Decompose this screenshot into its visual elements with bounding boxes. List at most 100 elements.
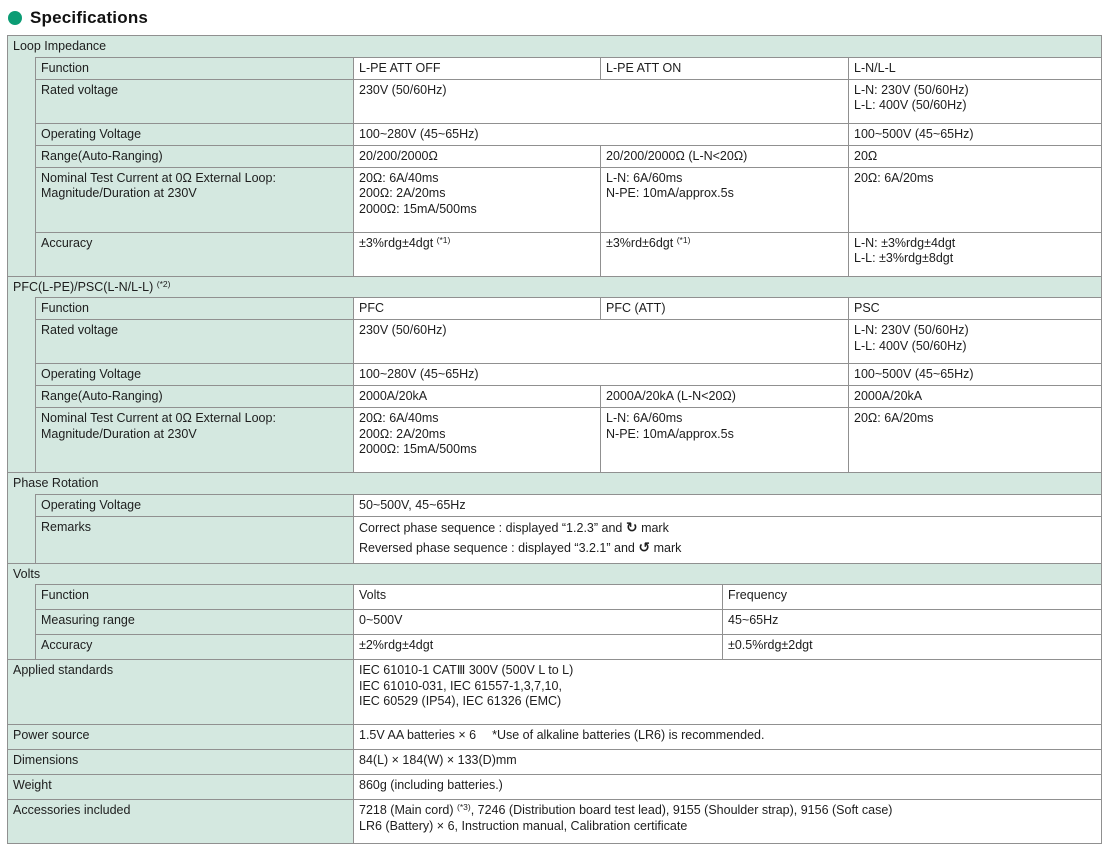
remarks-text: Correct phase sequence : displayed “1.2.…: [359, 520, 623, 535]
pfc-test-current-col3: 20Ω: 6A/20ms: [847, 407, 1103, 473]
page-header: Specifications: [8, 7, 1108, 29]
label-line: Nominal Test Current at 0Ω External Loop…: [41, 170, 276, 185]
specifications-table: Loop Impedance Function L-PE ATT OFF L-P…: [6, 35, 1103, 844]
pfc-operating-col12: 100~280V (45~65Hz): [353, 363, 849, 386]
row-label-accessories: Accessories included: [7, 799, 354, 844]
row-label-applied-standards: Applied standards: [7, 659, 354, 725]
row-label-function: Function: [35, 584, 354, 610]
row-label-rated-voltage: Rated voltage: [35, 319, 354, 364]
value-line: L-L: 400V (50/60Hz): [854, 338, 967, 353]
row-label-power-source: Power source: [7, 724, 354, 750]
value-line: L-N: 230V (50/60Hz): [854, 82, 969, 97]
pfc-rated-col12: 230V (50/60Hz): [353, 319, 849, 364]
remarks-line: Correct phase sequence : displayed “1.2.…: [359, 518, 1096, 537]
spec-sheet: Specifications Loop Impedance Function L…: [6, 7, 1108, 844]
value-line: L-N: 6A/60ms: [606, 411, 683, 425]
value-line: L-L: 400V (50/60Hz): [854, 98, 967, 112]
value-line: 2000Ω: 15mA/500ms: [359, 201, 477, 216]
remarks-text: Reversed phase sequence : displayed “3.2…: [359, 541, 635, 555]
label-line: Magnitude/Duration at 230V: [41, 426, 197, 441]
value-line: 200Ω: 2A/20ms: [359, 426, 446, 441]
row-label-accuracy: Accuracy: [35, 634, 354, 660]
row-label-weight: Weight: [7, 774, 354, 800]
pfc-range-col2: 2000A/20kA (L-N<20Ω): [600, 385, 849, 408]
row-label-operating-voltage: Operating Voltage: [35, 122, 354, 146]
phase-remarks-value: Correct phase sequence : displayed “1.2.…: [352, 515, 1103, 564]
footnote-marker: (*2): [156, 278, 171, 289]
value-line: IEC 61010-1 CATⅢ 300V (500V L to L): [359, 663, 574, 677]
pfc-operating-col3: 100~500V (45~65Hz): [847, 363, 1103, 386]
loop-accuracy-col1: ±3%rdg±4dgt (*1): [353, 231, 601, 277]
pfc-function-col3: PSC: [847, 297, 1103, 320]
row-label-accuracy: Accuracy: [35, 231, 354, 277]
label-line: Nominal Test Current at 0Ω External Loop…: [41, 411, 276, 425]
loop-accuracy-col2: ±3%rd±6dgt (*1): [600, 231, 849, 277]
row-label-function: Function: [35, 297, 354, 320]
pfc-rated-col3: L-N: 230V (50/60Hz) L-L: 400V (50/60Hz): [847, 319, 1103, 364]
value-line: 20Ω: 6A/40ms: [359, 411, 439, 425]
phase-operating-value: 50~500V, 45~65Hz: [352, 493, 1103, 517]
pfc-range-col3: 2000A/20kA: [847, 385, 1103, 408]
loop-accuracy-col3: L-N: ±3%rdg±4dgt L-L: ±3%rdg±8dgt: [847, 231, 1103, 277]
loop-rated-col12: 230V (50/60Hz): [353, 78, 849, 124]
loop-range-col2: 20/200/2000Ω (L-N<20Ω): [600, 144, 849, 168]
value-line: 2000Ω: 15mA/500ms: [359, 442, 477, 456]
section-gutter: [7, 494, 36, 563]
row-label-dimensions: Dimensions: [7, 749, 354, 775]
pfc-function-col2: PFC (ATT): [600, 297, 849, 320]
value-line: L-L: ±3%rdg±8dgt: [854, 251, 954, 265]
row-label-operating-voltage: Operating Voltage: [35, 493, 354, 517]
value-line: N-PE: 10mA/approx.5s: [606, 426, 734, 441]
weight-value: 860g (including batteries.): [352, 774, 1103, 800]
accessories-text: , 7246 (Distribution board test lead), 9…: [470, 803, 893, 817]
row-label-remarks: Remarks: [35, 515, 354, 564]
value-line: L-N: 230V (50/60Hz): [854, 323, 969, 337]
loop-range-col3: 20Ω: [847, 144, 1103, 168]
loop-function-col3: L-N/L-L: [847, 56, 1103, 80]
row-label-rated-voltage: Rated voltage: [35, 78, 354, 124]
loop-operating-col3: 100~500V (45~65Hz): [847, 122, 1103, 146]
remarks-text: mark: [641, 520, 669, 535]
accessories-value: 7218 (Main cord) (*3), 7246 (Distributio…: [352, 799, 1103, 844]
loop-rated-col3: L-N: 230V (50/60Hz) L-L: 400V (50/60Hz): [847, 78, 1103, 124]
footnote-marker: (*1): [436, 234, 451, 245]
volts-accuracy-col1: ±2%rdg±4dgt: [353, 634, 723, 660]
loop-test-current-col1: 20Ω: 6A/40ms 200Ω: 2A/20ms 2000Ω: 15mA/5…: [353, 166, 601, 233]
row-label-test-current: Nominal Test Current at 0Ω External Loop…: [35, 407, 354, 473]
section-bullet-icon: [8, 11, 22, 25]
value-line: IEC 60529 (IP54), IEC 61326 (EMC): [359, 694, 562, 708]
footnote-marker: (*3): [456, 802, 471, 812]
row-label-measuring-range: Measuring range: [35, 609, 354, 635]
remarks-line: Reversed phase sequence : displayed “3.2…: [359, 539, 1096, 557]
volts-function-col1: Volts: [353, 584, 723, 610]
value-line: N-PE: 10mA/approx.5s: [606, 186, 734, 200]
volts-range-col2: 45~65Hz: [721, 609, 1103, 635]
label-line: Magnitude/Duration at 230V: [41, 186, 197, 200]
row-label-range: Range(Auto-Ranging): [35, 385, 354, 408]
loop-function-col2: L-PE ATT ON: [600, 56, 849, 80]
rotation-ccw-icon: ↺: [638, 539, 651, 555]
section-gutter: [7, 297, 36, 473]
power-source-note: *Use of alkaline batteries (LR6) is reco…: [492, 728, 765, 742]
value-line: 200Ω: 2A/20ms: [359, 186, 446, 200]
section-title: PFC(L-PE)/PSC(L-N/L-L): [13, 279, 154, 294]
loop-range-col1: 20/200/2000Ω: [353, 144, 601, 168]
footnote-marker: (*1): [676, 234, 691, 245]
phase-rotation-section-header: Phase Rotation: [6, 472, 1103, 494]
value-line: 7218 (Main cord) (*3), 7246 (Distributio…: [359, 803, 1096, 819]
pfc-test-current-col2: L-N: 6A/60ms N-PE: 10mA/approx.5s: [600, 407, 849, 473]
value-line: LR6 (Battery) × 6, Instruction manual, C…: [359, 818, 688, 833]
accuracy-value: ±3%rdg±4dgt: [359, 235, 434, 250]
volts-function-col2: Frequency: [721, 584, 1103, 610]
pfc-range-col1: 2000A/20kA: [353, 385, 601, 408]
pfc-function-col1: PFC: [353, 297, 601, 320]
page-title: Specifications: [30, 8, 149, 27]
section-gutter: [7, 584, 36, 660]
row-label-range: Range(Auto-Ranging): [35, 144, 354, 168]
rotation-cw-icon: ↻: [625, 518, 638, 535]
pfc-psc-section-header: PFC(L-PE)/PSC(L-N/L-L) (*2): [6, 275, 1103, 298]
dimensions-value: 84(L) × 184(W) × 133(D)mm: [352, 749, 1103, 775]
loop-function-col1: L-PE ATT OFF: [353, 56, 601, 80]
value-line: L-N: 6A/60ms: [606, 170, 683, 185]
loop-test-current-col2: L-N: 6A/60ms N-PE: 10mA/approx.5s: [600, 166, 849, 233]
